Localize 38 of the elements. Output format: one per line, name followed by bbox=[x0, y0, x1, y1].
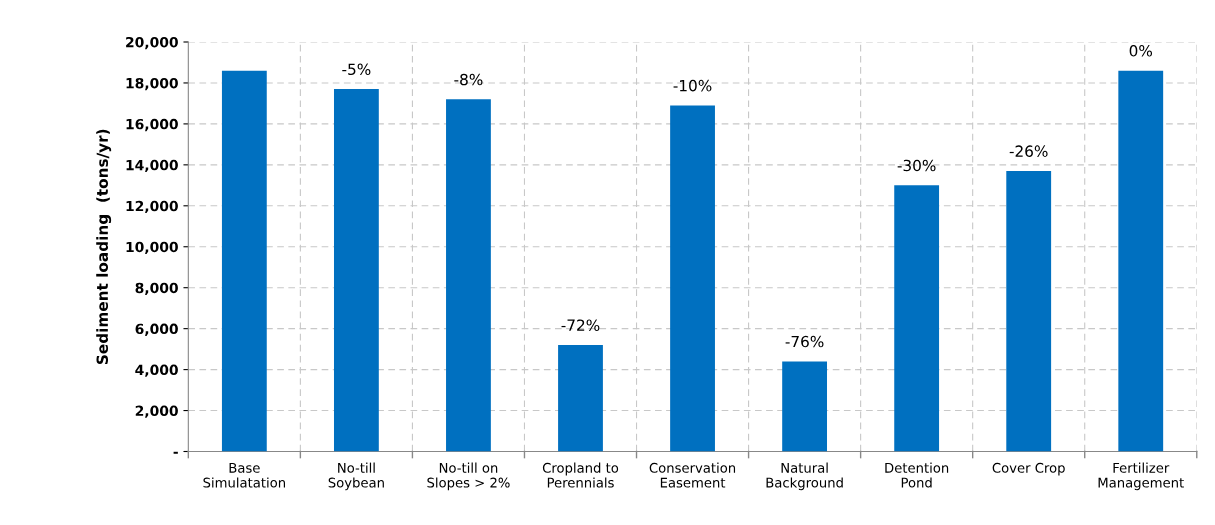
y-tick-label: 2,000 bbox=[135, 405, 178, 418]
bar bbox=[782, 361, 828, 452]
x-tick-label: Base Simulatation bbox=[203, 463, 285, 488]
y-tick-label: 20,000 bbox=[126, 36, 178, 50]
annotation: -8% bbox=[454, 73, 483, 86]
y-tick-label: 18,000 bbox=[126, 77, 178, 91]
bar bbox=[670, 105, 715, 452]
annotation: -30% bbox=[897, 159, 936, 172]
y-tick-label: 4,000 bbox=[135, 364, 178, 377]
y-tick-label: 6,000 bbox=[135, 323, 178, 336]
x-tick-label: Conservation Easement bbox=[649, 462, 736, 488]
y-tick-label: 14,000 bbox=[126, 159, 178, 173]
bar bbox=[558, 345, 603, 452]
x-tick-label: Fertilizer Management bbox=[1098, 462, 1184, 491]
annotation: -26% bbox=[1009, 145, 1048, 157]
y-tick-label: 10,000 bbox=[126, 241, 178, 254]
x-tick-label: Cover Crop bbox=[992, 462, 1065, 476]
x-tick-label: Cropland to Perennials bbox=[542, 462, 619, 488]
bar bbox=[446, 99, 491, 452]
y-tick-label: 12,000 bbox=[126, 200, 178, 214]
bar bbox=[1006, 170, 1052, 452]
annotation: -10% bbox=[673, 79, 712, 92]
x-tick-label: Detention Pond bbox=[885, 462, 949, 488]
y-tick-label: - bbox=[173, 451, 178, 454]
annotation: 0% bbox=[1129, 45, 1153, 57]
annotation: -76% bbox=[785, 335, 824, 348]
x-tick-label: No-till Soybean bbox=[328, 462, 384, 491]
bar bbox=[221, 70, 267, 452]
bar bbox=[894, 185, 940, 452]
annotation: -72% bbox=[561, 319, 600, 331]
bar bbox=[333, 89, 379, 452]
x-tick-label: Natural Background bbox=[766, 462, 843, 491]
y-tick-label: 16,000 bbox=[126, 118, 178, 132]
bar bbox=[1118, 70, 1164, 452]
annotation: -5% bbox=[342, 63, 371, 76]
x-tick-label: No-till on Slopes > 2% bbox=[427, 462, 510, 491]
y-axis-title: Sediment loading (tons/yr) bbox=[96, 129, 112, 365]
y-tick-label: 8,000 bbox=[135, 282, 178, 295]
